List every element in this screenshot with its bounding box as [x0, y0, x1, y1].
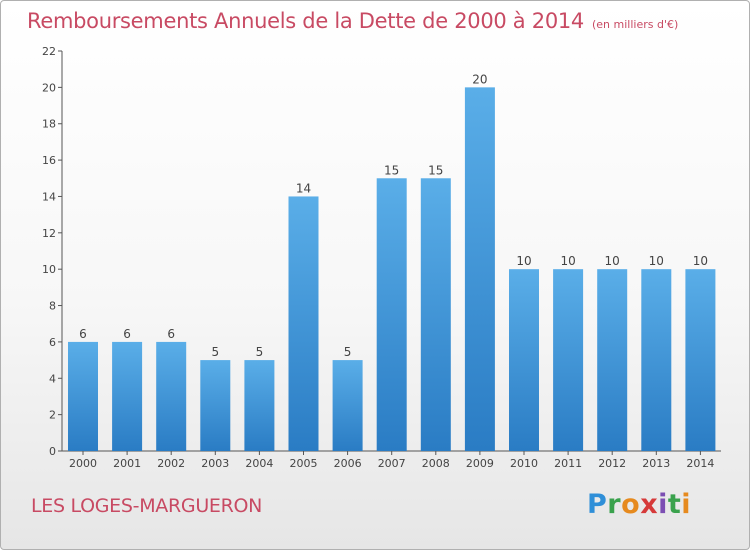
bar [685, 269, 716, 451]
bar [68, 341, 98, 451]
bar-value-label: 6 [123, 327, 131, 341]
y-tick-label: 4 [49, 372, 56, 385]
bar-value-label: 10 [649, 254, 664, 268]
chart-title: Remboursements Annuels de la Dette de 20… [27, 9, 678, 33]
bar-value-label: 6 [167, 327, 175, 341]
x-tick-label: 2004 [245, 457, 273, 470]
chart-title-unit: (en milliers d'€) [592, 18, 679, 31]
x-tick-label: 2005 [290, 457, 318, 470]
x-tick-label: 2014 [686, 457, 714, 470]
y-tick-label: 12 [42, 227, 56, 240]
bar [464, 87, 495, 451]
y-tick-label: 0 [49, 445, 56, 458]
bar [200, 360, 231, 451]
y-tick-label: 2 [49, 409, 56, 422]
bar-value-label: 10 [693, 254, 708, 268]
bar-value-label: 15 [384, 163, 399, 177]
x-tick-label: 2007 [378, 457, 406, 470]
bar-value-label: 15 [428, 163, 443, 177]
y-tick-label: 18 [42, 118, 56, 131]
y-tick-label: 8 [49, 300, 56, 313]
x-tick-label: 2003 [201, 457, 229, 470]
x-tick-label: 2000 [69, 457, 97, 470]
bar [244, 360, 275, 451]
bar [156, 341, 187, 451]
x-tick-label: 2013 [642, 457, 670, 470]
x-tick-label: 2001 [113, 457, 141, 470]
x-tick-label: 2012 [598, 457, 626, 470]
y-tick-label: 14 [42, 190, 56, 203]
commune-name: LES LOGES-MARGUERON [31, 495, 263, 517]
bar-value-label: 5 [211, 345, 219, 359]
bar-value-label: 10 [560, 254, 575, 268]
chart-title-text: Remboursements Annuels de la Dette de 20… [27, 9, 584, 33]
bar [509, 269, 539, 451]
bar-value-label: 14 [296, 181, 311, 195]
bar [332, 360, 363, 451]
bar-value-label: 5 [256, 345, 264, 359]
bar-value-label: 6 [79, 327, 87, 341]
bar-value-label: 5 [344, 345, 352, 359]
bar [420, 178, 451, 452]
x-tick-label: 2006 [334, 457, 362, 470]
bar [641, 269, 672, 451]
y-tick-label: 6 [49, 336, 56, 349]
bar [288, 196, 319, 451]
proxiti-logo[interactable]: Proxiti [587, 489, 692, 520]
x-tick-label: 2009 [466, 457, 494, 470]
bar [376, 178, 407, 452]
y-tick-label: 16 [42, 154, 56, 167]
bar-value-label: 10 [516, 254, 531, 268]
bar-value-label: 10 [605, 254, 620, 268]
bar [597, 269, 628, 451]
x-tick-label: 2011 [554, 457, 582, 470]
bar [553, 269, 584, 451]
bar [112, 341, 143, 451]
bar-value-label: 20 [472, 72, 487, 86]
y-tick-label: 10 [42, 263, 56, 276]
x-tick-label: 2002 [157, 457, 185, 470]
y-tick-label: 20 [42, 81, 56, 94]
x-tick-label: 2008 [422, 457, 450, 470]
x-tick-label: 2010 [510, 457, 538, 470]
y-tick-label: 22 [42, 45, 56, 58]
